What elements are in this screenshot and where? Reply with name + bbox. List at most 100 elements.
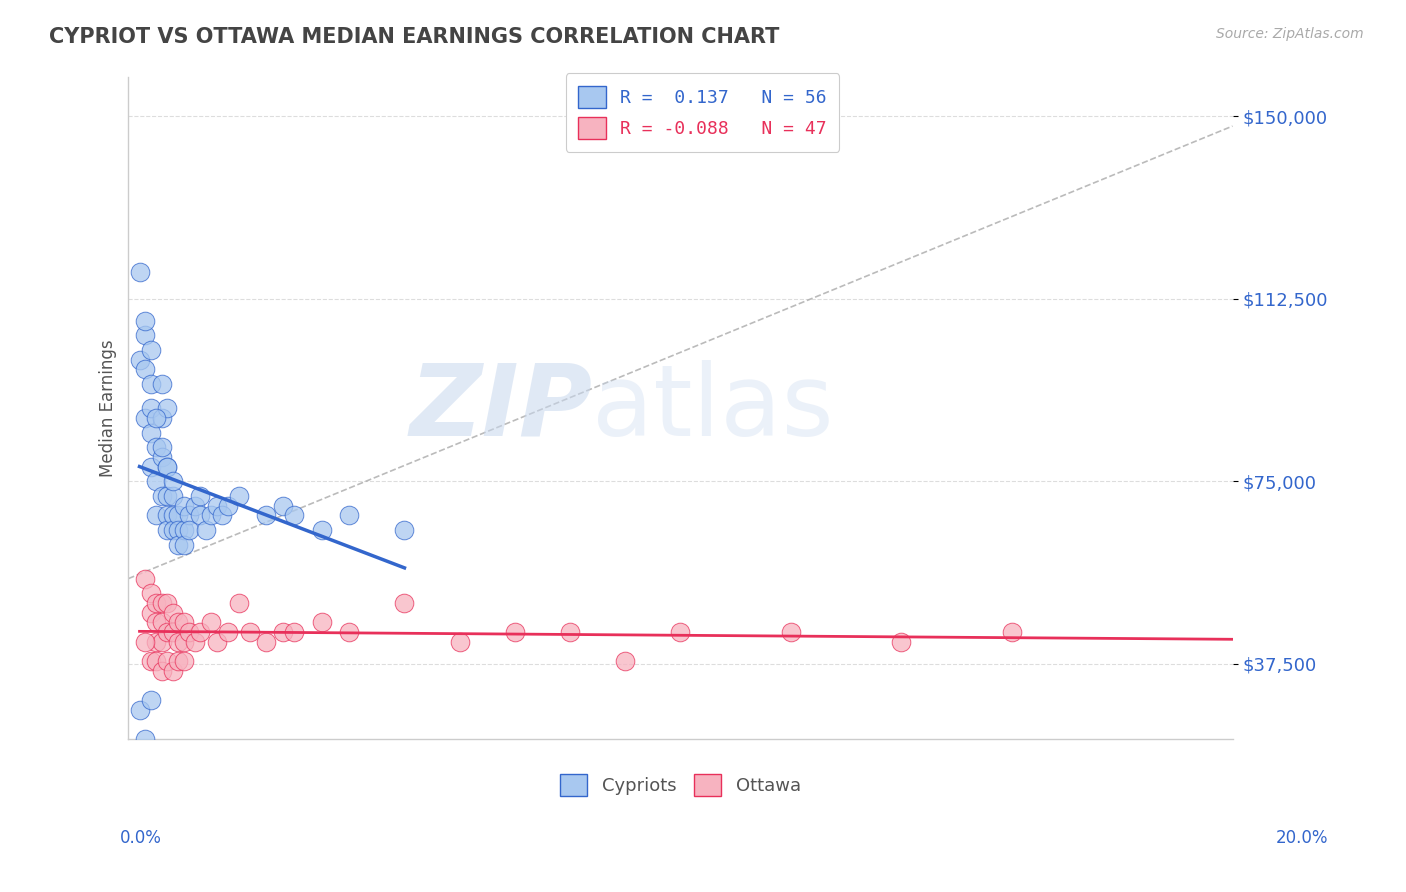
- Point: [311, 523, 333, 537]
- Point: [145, 475, 167, 489]
- Point: [337, 508, 360, 523]
- Point: [188, 508, 211, 523]
- Point: [179, 625, 201, 640]
- Point: [150, 376, 173, 391]
- Point: [162, 625, 184, 640]
- Point: [205, 499, 228, 513]
- Point: [162, 475, 184, 489]
- Point: [150, 440, 173, 454]
- Point: [139, 343, 162, 357]
- Point: [217, 625, 239, 640]
- Point: [139, 654, 162, 668]
- Point: [162, 508, 184, 523]
- Point: [145, 411, 167, 425]
- Point: [167, 654, 190, 668]
- Point: [283, 508, 305, 523]
- Point: [311, 615, 333, 630]
- Point: [179, 523, 201, 537]
- Point: [173, 523, 195, 537]
- Point: [128, 352, 150, 367]
- Point: [156, 489, 179, 503]
- Point: [156, 625, 179, 640]
- Point: [1001, 625, 1024, 640]
- Point: [780, 625, 803, 640]
- Y-axis label: Median Earnings: Median Earnings: [100, 340, 117, 477]
- Point: [156, 459, 179, 474]
- Point: [162, 606, 184, 620]
- Point: [558, 625, 581, 640]
- Point: [145, 440, 167, 454]
- Point: [134, 328, 156, 343]
- Point: [669, 625, 692, 640]
- Point: [228, 489, 250, 503]
- Point: [211, 508, 233, 523]
- Point: [228, 596, 250, 610]
- Point: [394, 596, 416, 610]
- Point: [134, 732, 156, 747]
- Point: [139, 459, 162, 474]
- Point: [150, 489, 173, 503]
- Point: [162, 664, 184, 678]
- Point: [150, 450, 173, 464]
- Point: [256, 508, 278, 523]
- Point: [134, 362, 156, 376]
- Point: [183, 635, 205, 649]
- Point: [173, 654, 195, 668]
- Point: [128, 265, 150, 279]
- Point: [156, 523, 179, 537]
- Text: Source: ZipAtlas.com: Source: ZipAtlas.com: [1216, 27, 1364, 41]
- Point: [337, 625, 360, 640]
- Point: [145, 508, 167, 523]
- Text: atlas: atlas: [592, 359, 834, 457]
- Point: [173, 537, 195, 551]
- Point: [128, 703, 150, 717]
- Text: ZIP: ZIP: [409, 359, 592, 457]
- Point: [150, 596, 173, 610]
- Text: 20.0%: 20.0%: [1277, 829, 1329, 847]
- Point: [183, 499, 205, 513]
- Point: [179, 508, 201, 523]
- Point: [200, 508, 222, 523]
- Point: [173, 635, 195, 649]
- Point: [162, 489, 184, 503]
- Point: [150, 635, 173, 649]
- Point: [271, 499, 294, 513]
- Point: [394, 523, 416, 537]
- Point: [139, 606, 162, 620]
- Point: [139, 586, 162, 600]
- Text: CYPRIOT VS OTTAWA MEDIAN EARNINGS CORRELATION CHART: CYPRIOT VS OTTAWA MEDIAN EARNINGS CORREL…: [49, 27, 779, 46]
- Point: [145, 635, 167, 649]
- Point: [139, 401, 162, 416]
- Point: [145, 596, 167, 610]
- Point: [167, 508, 190, 523]
- Point: [167, 635, 190, 649]
- Point: [139, 376, 162, 391]
- Point: [145, 654, 167, 668]
- Point: [150, 664, 173, 678]
- Point: [194, 523, 217, 537]
- Point: [150, 615, 173, 630]
- Point: [162, 523, 184, 537]
- Point: [156, 401, 179, 416]
- Point: [503, 625, 526, 640]
- Point: [156, 508, 179, 523]
- Point: [156, 654, 179, 668]
- Text: 0.0%: 0.0%: [120, 829, 162, 847]
- Point: [134, 314, 156, 328]
- Point: [145, 615, 167, 630]
- Legend: Cypriots, Ottawa: Cypriots, Ottawa: [553, 766, 808, 803]
- Point: [173, 499, 195, 513]
- Point: [167, 615, 190, 630]
- Point: [150, 411, 173, 425]
- Point: [188, 489, 211, 503]
- Point: [188, 625, 211, 640]
- Point: [156, 596, 179, 610]
- Point: [283, 625, 305, 640]
- Point: [239, 625, 262, 640]
- Point: [256, 635, 278, 649]
- Point: [167, 537, 190, 551]
- Point: [134, 635, 156, 649]
- Point: [134, 572, 156, 586]
- Point: [449, 635, 471, 649]
- Point: [271, 625, 294, 640]
